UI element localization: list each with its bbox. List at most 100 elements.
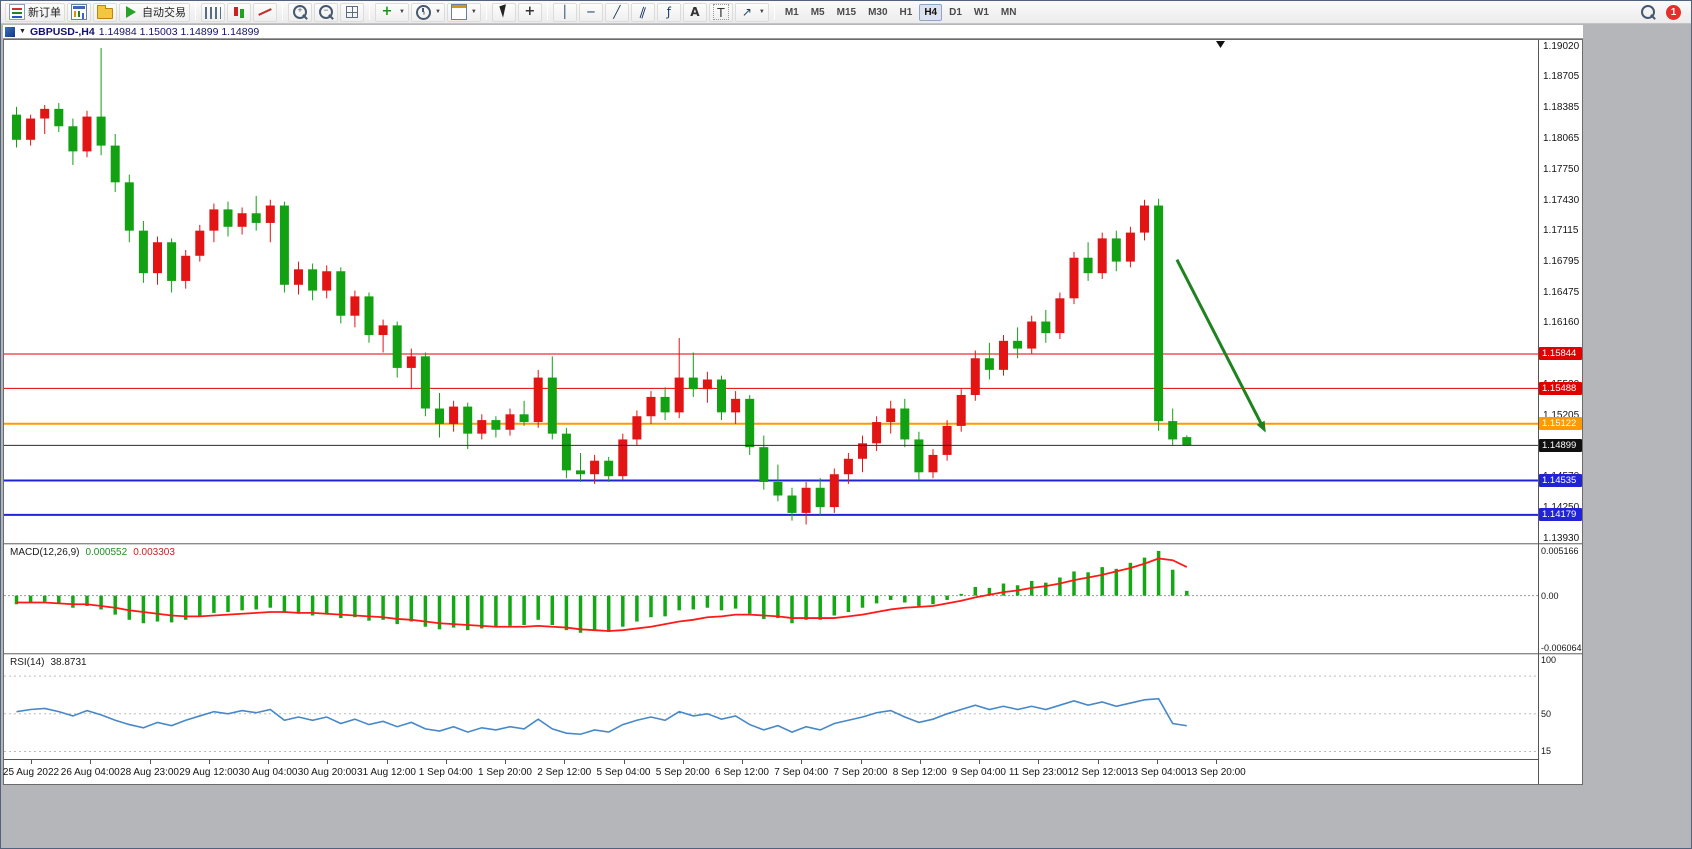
timeframe-d1[interactable]: D1 [949, 6, 962, 18]
macd-panel-chart[interactable] [4, 545, 1538, 653]
new-order-button[interactable]: 新订单 [5, 2, 65, 22]
tile-windows-button[interactable] [340, 2, 364, 22]
timeframe-mn[interactable]: MN [1000, 6, 1017, 18]
rsi-line [16, 697, 1187, 736]
line-chart-button[interactable] [253, 2, 277, 22]
chevron-down-icon[interactable]: ▼ [470, 9, 477, 15]
candle [717, 379, 726, 413]
chevron-down-icon[interactable]: ▼ [399, 9, 405, 15]
date-axis-label: 12 Sep 12:00 [1067, 767, 1128, 778]
timeframe-m5[interactable]: M5 [810, 6, 825, 18]
macd-bar [141, 595, 146, 624]
chart-shift-marker-icon[interactable] [1216, 41, 1225, 48]
timeframe-m1[interactable]: M1 [784, 6, 799, 18]
chevron-down-icon[interactable]: ▼ [434, 9, 441, 15]
arrows-button[interactable]: ↗ ▼ [734, 2, 769, 22]
chart-window[interactable]: MACD(12,26,9) 0.000552 0.003303 RSI(14) … [3, 39, 1583, 785]
macd-bar [268, 595, 273, 608]
candle [646, 396, 656, 417]
macd-bar [395, 595, 399, 625]
panel-splitter[interactable] [4, 653, 1582, 655]
rsi-panel-chart[interactable] [4, 655, 1538, 759]
macd-bar [240, 595, 244, 611]
toolbar-right-cluster: 1 [1640, 4, 1681, 20]
horizontal-line-button[interactable]: ─ [578, 2, 603, 22]
macd-bar [564, 595, 569, 631]
cursor-button[interactable] [491, 2, 516, 22]
date-tick [1097, 760, 1099, 764]
price-badge[interactable]: 1.14179 [1539, 508, 1582, 522]
candle [1083, 257, 1093, 274]
search-icon[interactable] [1640, 4, 1656, 20]
crosshair-button[interactable]: + [517, 2, 542, 22]
macd-bar [705, 595, 710, 608]
date-tick [505, 760, 506, 764]
price-badge[interactable]: 1.14899 [1539, 438, 1582, 452]
templates-button[interactable]: ▼ [446, 2, 481, 22]
date-axis-label: 11 Sep 23:00 [1008, 767, 1068, 778]
macd-bar [85, 595, 89, 606]
candle [942, 425, 952, 455]
trend-arrow[interactable] [1175, 258, 1264, 428]
macd-bar [818, 595, 822, 620]
macd-bar [1170, 569, 1175, 596]
periods-button[interactable]: ▼ [410, 2, 445, 22]
price-badge[interactable]: 1.14535 [1539, 474, 1582, 488]
macd-bar [1072, 571, 1076, 596]
timeframe-m15[interactable]: M15 [836, 6, 857, 18]
macd-value: 0.000552 [85, 547, 128, 558]
trendline-button[interactable]: ╱ [604, 2, 629, 22]
candle [702, 379, 712, 390]
chart-titlebar[interactable]: ▼ GBPUSD-,H4 1.14984 1.15003 1.14899 1.1… [3, 25, 1583, 39]
timeframe-w1[interactable]: W1 [973, 6, 989, 18]
date-tick [979, 760, 980, 764]
notification-badge[interactable]: 1 [1666, 4, 1681, 20]
candlestick-chart-button[interactable] [227, 2, 251, 22]
date-axis-label: 6 Sep 12:00 [715, 767, 769, 778]
timeframe-h4[interactable]: H4 [919, 3, 943, 21]
macd-name: MACD(12,26,9) [10, 547, 80, 558]
channel-button[interactable]: ∥ [630, 2, 655, 22]
macd-bar [621, 595, 625, 627]
chart-quote-ohlc: 1.14984 1.15003 1.14899 1.14899 [98, 25, 260, 38]
price-axis-divider [1538, 40, 1539, 784]
price-badge[interactable]: 1.15122 [1539, 417, 1582, 431]
vertical-line-button[interactable]: │ [552, 2, 577, 22]
chevron-down-icon[interactable]: ▼ [758, 9, 765, 15]
text-button[interactable]: A [682, 2, 707, 22]
fibonacci-button[interactable]: ƒ [656, 2, 681, 22]
macd-bar [762, 595, 766, 619]
panel-splitter[interactable] [4, 543, 1582, 545]
bar-chart-button[interactable] [201, 2, 225, 22]
toolbar-separator [485, 4, 487, 20]
macd-signal-line [16, 557, 1188, 632]
candle [745, 398, 755, 448]
bars-icon [205, 7, 221, 19]
macd-bar [973, 586, 978, 596]
date-axis-label: 9 Sep 04:00 [952, 767, 1006, 778]
date-axis[interactable]: 25 Aug 2022 26 Aug 04:00 28 Aug 23:00 29 Au… [3, 759, 1538, 784]
price-axis-label: 1.17115 [1543, 225, 1579, 237]
text-label-button[interactable]: T [708, 2, 733, 22]
zoom-in-button[interactable] [288, 2, 312, 22]
candle [900, 408, 910, 440]
timeframe-h1[interactable]: H1 [899, 6, 913, 18]
candle [815, 487, 825, 508]
timeframe-m30[interactable]: M30 [868, 6, 888, 18]
date-tick [208, 760, 210, 764]
price-axis[interactable]: 1.19020 1.18705 1.18385 1.18065 1.17750 1.174… [1539, 40, 1582, 784]
main-price-chart[interactable] [4, 40, 1538, 543]
candle [829, 474, 839, 508]
zoom-out-button[interactable] [314, 2, 338, 22]
price-badge[interactable]: 1.15844 [1539, 347, 1582, 361]
charts-button[interactable] [67, 2, 91, 22]
chart-menu-triangle-icon[interactable]: ▼ [19, 28, 26, 35]
macd-bar [423, 595, 428, 627]
candle [181, 255, 191, 281]
candle [322, 271, 332, 291]
price-badge[interactable]: 1.15488 [1539, 381, 1582, 395]
candle [336, 271, 346, 316]
profiles-button[interactable] [93, 2, 117, 22]
autotrading-button[interactable]: 自动交易 [119, 2, 190, 22]
indicators-button[interactable]: + ▼ [375, 2, 409, 22]
